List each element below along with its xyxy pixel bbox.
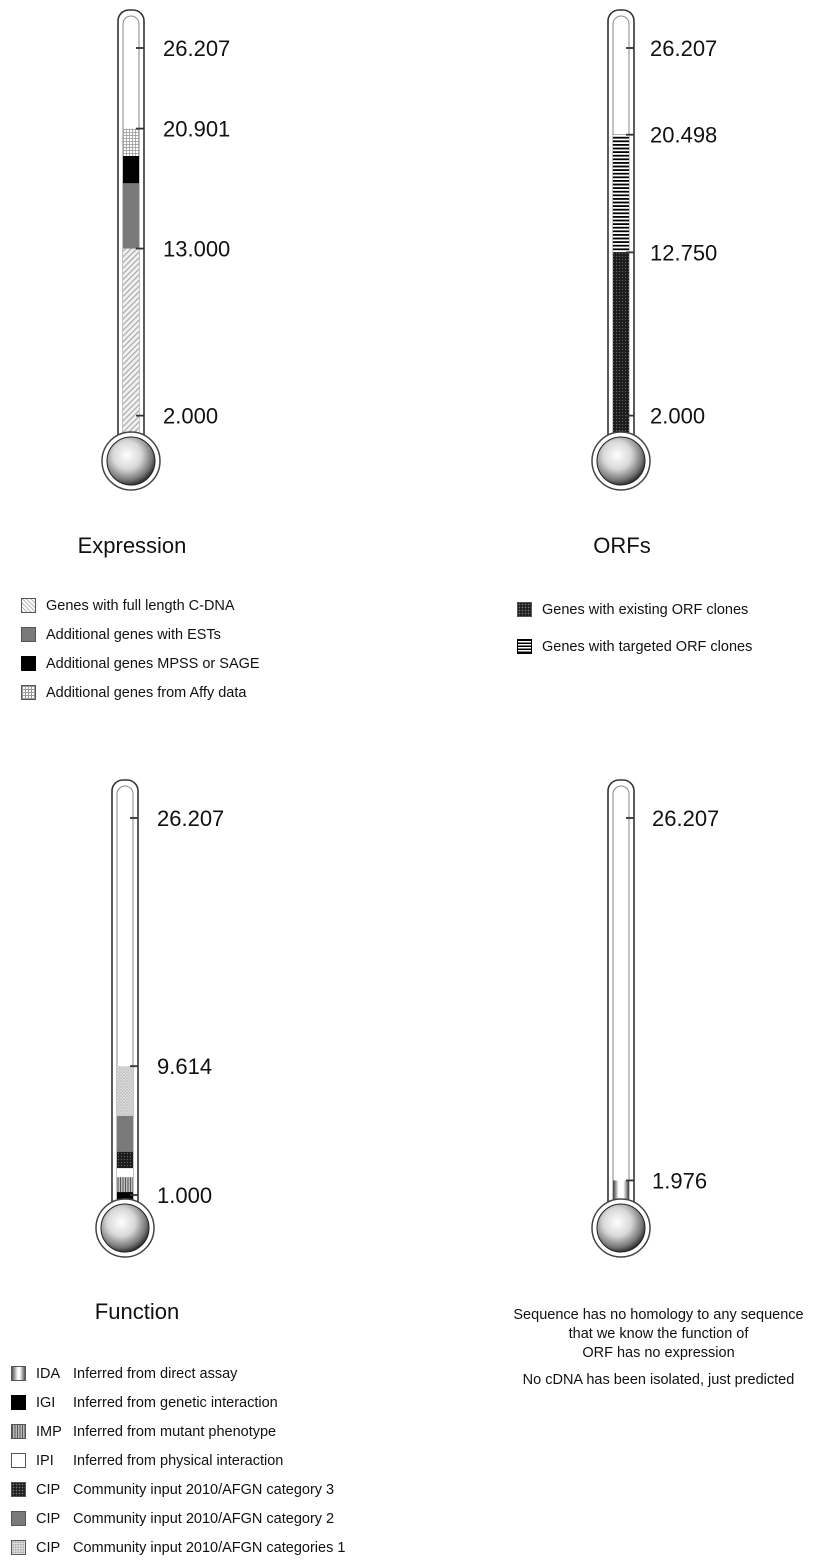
legend-item: Genes with full length C-DNA — [21, 591, 260, 620]
legend-item: Additional genes from Affy data — [21, 678, 260, 707]
legend-item: IMP Inferred from mutant phenotype — [11, 1417, 345, 1446]
tick-label: 2.000 — [650, 404, 705, 429]
tube — [607, 779, 635, 1229]
legend-item: Additional genes with ESTs — [21, 620, 260, 649]
function-legend: IDA Inferred from direct assay IGI Inferre… — [11, 1359, 345, 1562]
segment-mid — [117, 1115, 133, 1152]
tick-label: 20.901 — [163, 117, 230, 142]
tick-label: 26.207 — [650, 36, 717, 61]
tick-label: 12.750 — [650, 240, 717, 265]
expression-legend: Genes with full length C-DNA Additional … — [21, 591, 260, 707]
legend-item: IPI Inferred from physical interaction — [11, 1446, 345, 1475]
segment-black — [123, 155, 139, 184]
legend-item: Genes with existing ORF clones — [517, 591, 752, 628]
legend-item: IGI Inferred from genetic interaction — [11, 1388, 345, 1417]
bulb — [100, 1203, 150, 1253]
bulb — [106, 436, 156, 486]
note-line: ORF has no expression — [582, 1345, 735, 1361]
note-line: No cDNA has been isolated, just predicte… — [522, 1372, 795, 1388]
legend-item: CIP Community input 2010/AFGN categories … — [11, 1533, 345, 1562]
ida-swatch — [11, 1366, 26, 1381]
tick-label: 26.207 — [652, 806, 719, 831]
tick-label: 13.000 — [163, 237, 230, 262]
cip2-swatch — [11, 1511, 26, 1526]
expression-thermometer: 26.207 20.901 13.000 2.000 — [101, 9, 230, 491]
legend-item: Additional genes MPSS or SAGE — [21, 649, 260, 678]
segment-hstr — [613, 134, 629, 253]
affy-swatch — [21, 685, 36, 700]
segment-mid — [123, 183, 139, 249]
segment-white — [117, 1168, 133, 1178]
orfs-legend: Genes with existing ORF clones Genes wit… — [517, 591, 752, 665]
bulb — [596, 436, 646, 486]
imp-swatch — [11, 1424, 26, 1439]
legend-item: Genes with targeted ORF clones — [517, 628, 752, 665]
tick-label: 2.000 — [163, 404, 218, 429]
tick-label: 20.498 — [650, 123, 717, 148]
orfs-thermometer: 26.207 20.498 12.750 2.000 — [591, 9, 717, 491]
segment-dots — [613, 252, 629, 460]
targeted-orf-swatch — [517, 639, 532, 654]
legend-item: CIP Community input 2010/AFGN category 3 — [11, 1475, 345, 1504]
bulb — [596, 1203, 646, 1253]
expression-title: Expression — [77, 533, 187, 558]
segment-dots — [117, 1151, 133, 1169]
mpss-sage-swatch — [21, 656, 36, 671]
tick-label: 26.207 — [157, 806, 224, 831]
segment-vstr — [117, 1177, 133, 1193]
note-line: Sequence has no homology to any sequence — [513, 1307, 804, 1323]
cip1-swatch — [11, 1540, 26, 1555]
segment-speck — [117, 1066, 133, 1116]
function-thermometer: 26.207 9.614 1.000 — [95, 779, 224, 1258]
homology-notes: Sequence has no homology to any sequence… — [480, 1306, 837, 1390]
tick-label: 26.207 — [163, 36, 230, 61]
ests-swatch — [21, 627, 36, 642]
igi-swatch — [11, 1395, 26, 1410]
homology-thermometer: 26.207 1.976 — [591, 779, 719, 1258]
existing-orf-swatch — [517, 602, 532, 617]
segment-diag — [123, 248, 139, 460]
cip3-swatch — [11, 1482, 26, 1497]
segment-grid — [123, 128, 139, 156]
tick-label: 1.000 — [157, 1183, 212, 1208]
note-line: that we know the function of — [568, 1326, 749, 1342]
tick-label: 9.614 — [157, 1054, 212, 1079]
ipi-swatch — [11, 1453, 26, 1468]
tick-label: 1.976 — [652, 1168, 707, 1193]
segment-black — [117, 1192, 133, 1203]
function-title: Function — [94, 1299, 180, 1324]
legend-item: IDA Inferred from direct assay — [11, 1359, 345, 1388]
orfs-title: ORFs — [593, 533, 651, 558]
legend-item: CIP Community input 2010/AFGN category 2 — [11, 1504, 345, 1533]
full-length-cdna-swatch — [21, 598, 36, 613]
